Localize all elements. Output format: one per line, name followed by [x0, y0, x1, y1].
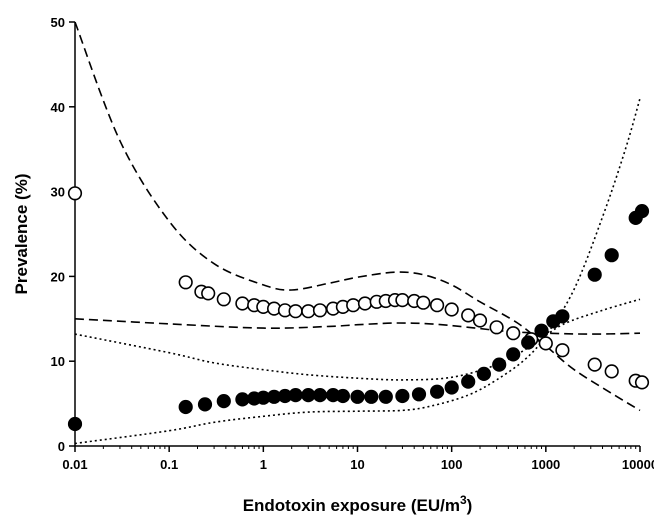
open-circle-point [555, 343, 570, 358]
y-axis-title: Prevalence (%) [12, 174, 31, 295]
filled-circle-point [587, 267, 602, 282]
x-axis-title-suffix: ) [467, 496, 473, 515]
open-circle-point [201, 286, 216, 301]
open-circle-point [489, 320, 504, 335]
filled-circle-point [67, 416, 83, 432]
filled-circle-point [534, 323, 549, 338]
filled-circle-point [364, 389, 379, 404]
filled-circle-point [288, 388, 303, 403]
y-tick-label: 10 [51, 354, 65, 369]
filled-circle-point [521, 335, 536, 350]
filled-circle-point [461, 374, 476, 389]
open-circle-point [538, 336, 553, 351]
filled-circle-point [350, 389, 365, 404]
filled-circle-point [492, 357, 507, 372]
x-tick-label: 1000 [531, 457, 560, 472]
confidence-curves [74, 21, 641, 445]
filled-circle-point [430, 384, 445, 399]
filled-circle-point [604, 248, 619, 263]
x-tick-label: 1 [260, 457, 267, 472]
filled-circle-point [178, 399, 193, 415]
y-tick-label: 50 [51, 15, 65, 30]
filled-circle-point [216, 394, 231, 409]
open-circle-point [178, 275, 193, 290]
open-circle-point [444, 302, 459, 317]
filled-circle-point [411, 387, 427, 402]
open-circle-point [634, 375, 650, 390]
open-circle-point [235, 296, 250, 311]
filled-circle-point [506, 347, 521, 362]
filled-circle-point [444, 380, 459, 395]
filled-circle-point [476, 366, 492, 382]
y-tick-label: 40 [51, 100, 65, 115]
x-ticks: 0.01 0.1 1 10 100 1000 10000 [62, 446, 654, 472]
open-circle-point [430, 298, 445, 313]
open-circle-point [416, 295, 431, 310]
filled-circle-point [197, 397, 213, 412]
open-circle-point [288, 304, 303, 319]
y-tick-label: 20 [51, 269, 65, 284]
open-circle-point [472, 313, 488, 328]
dashed-curve-1 [74, 318, 641, 335]
x-tick-label: 10000 [622, 457, 654, 472]
filled-circle-point [235, 392, 250, 407]
filled-circle-point [395, 388, 410, 404]
open-circle-point [346, 298, 361, 313]
dotted-curve-2 [74, 298, 641, 381]
open-circle-point [357, 296, 373, 311]
dashed-curve-0 [74, 21, 641, 412]
data-points [67, 186, 650, 432]
open-circle-point [461, 308, 476, 323]
axes: 0 10 20 30 40 50 0.01 0.1 1 10 100 1000 10000 [51, 15, 654, 472]
filled-circle-point [378, 389, 393, 404]
filled-circle-point [301, 388, 316, 403]
y-tick-label: 30 [51, 185, 65, 200]
x-tick-label: 10 [350, 457, 364, 472]
dotted-curve-3 [74, 98, 641, 445]
open-circle-point [506, 326, 521, 341]
x-tick-label: 0.1 [160, 457, 178, 472]
open-circle-point [67, 186, 83, 201]
filled-circle-point [312, 388, 328, 403]
open-circle-point [312, 303, 328, 318]
open-circle-point [587, 357, 602, 372]
filled-circle-point [634, 204, 650, 219]
x-axis-title-superscript: 3 [460, 493, 467, 507]
open-circle-point [604, 364, 619, 379]
open-circle-point [216, 292, 231, 307]
open-circle-point [301, 304, 316, 319]
y-ticks: 0 10 20 30 40 50 [51, 15, 75, 454]
open-circle-point [395, 293, 410, 308]
filled-circle-point [555, 309, 570, 324]
y-tick-label: 0 [58, 439, 65, 454]
x-tick-label: 0.01 [62, 457, 87, 472]
filled-circle-point [335, 388, 351, 404]
x-tick-label: 100 [441, 457, 463, 472]
x-axis-title-main: Endotoxin exposure (EU/m [243, 496, 460, 515]
x-axis-title: Endotoxin exposure (EU/m3) [243, 493, 473, 515]
